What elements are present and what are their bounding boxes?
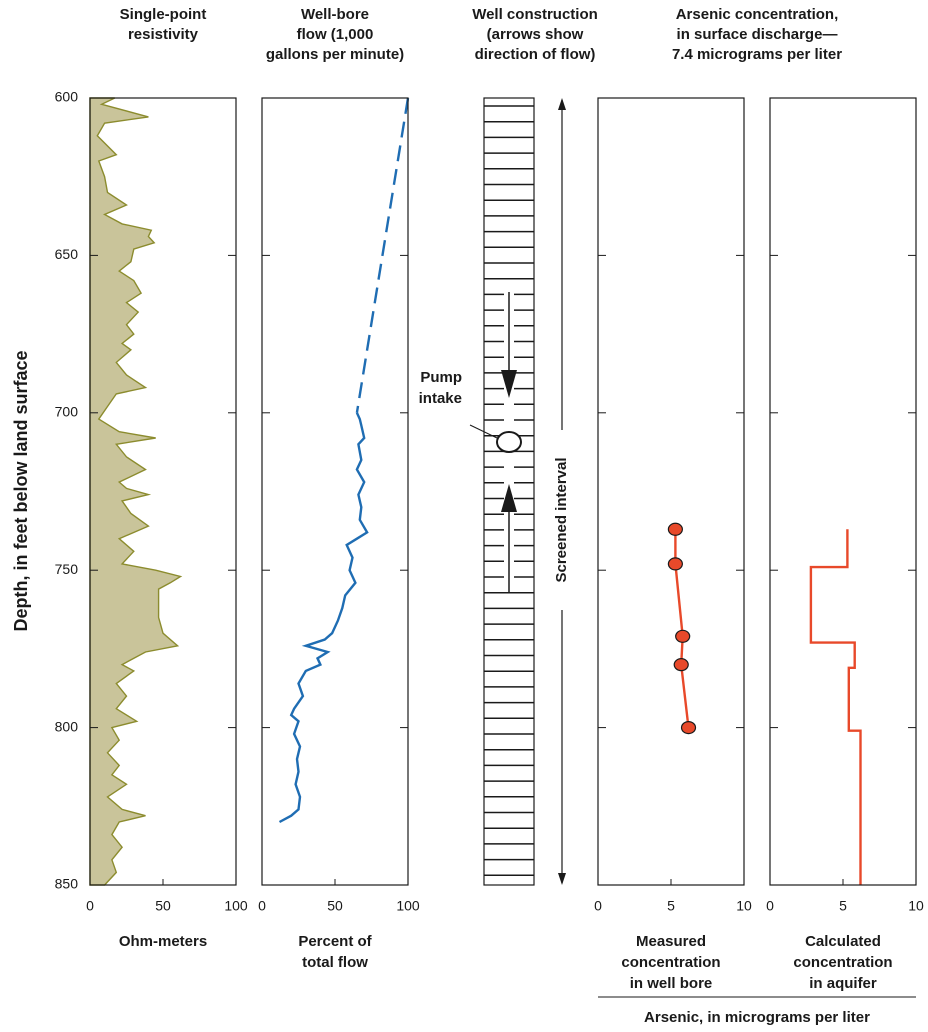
- x-tick-label: 5: [667, 898, 675, 914]
- chart-title: Well-bore: [301, 6, 369, 23]
- x-axis-label: Calculated: [805, 933, 881, 950]
- y-tick-label: 600: [55, 89, 79, 105]
- panel-frame: [597, 97, 745, 886]
- chart-title: in surface discharge—: [677, 26, 838, 43]
- x-tick-label: 0: [594, 898, 602, 914]
- x-tick-label: 10: [908, 898, 924, 914]
- point: [667, 522, 683, 536]
- x-tick-label: 5: [839, 898, 847, 914]
- chart-title: Well construction: [472, 6, 598, 23]
- point: [667, 557, 683, 571]
- x-tick-label: 0: [766, 898, 774, 914]
- panel-frame: [261, 97, 409, 886]
- x-axis-label: in aquifer: [809, 975, 877, 992]
- x-tick-label: 0: [258, 898, 266, 914]
- y-axis-label: Depth, in feet below land surface: [11, 350, 31, 631]
- x-axis-label: in well bore: [630, 975, 713, 992]
- chart-title: flow (1,000: [297, 26, 374, 43]
- y-tick-label: 800: [55, 718, 79, 734]
- chart-title: 7.4 micrograms per liter: [672, 46, 842, 63]
- pump-label: intake: [419, 390, 462, 407]
- y-tick-label: 850: [55, 876, 79, 892]
- well-diagram: Screened interval: [469, 97, 572, 886]
- y-tick-label: 750: [55, 561, 79, 577]
- point: [673, 658, 689, 672]
- x-axis-label: concentration: [793, 954, 892, 971]
- chart-title: resistivity: [128, 26, 199, 43]
- flow-arrowhead: [501, 370, 517, 398]
- series-line: [278, 412, 369, 824]
- point: [680, 720, 697, 735]
- flow-arrowhead: [501, 484, 517, 512]
- panel-frame: [769, 97, 917, 886]
- x-tick-label: 100: [396, 898, 420, 914]
- x-axis-label: concentration: [621, 954, 720, 971]
- x-axis-label: Percent of: [298, 933, 372, 950]
- pump-intake: [496, 431, 522, 453]
- x-axis-label: total flow: [302, 954, 368, 971]
- shared-x-label: Arsenic, in micrograms per liter: [644, 1009, 870, 1026]
- x-tick-label: 50: [327, 898, 343, 914]
- x-tick-label: 100: [224, 898, 248, 914]
- x-axis-label: Ohm-meters: [119, 933, 207, 950]
- x-axis-label: Measured: [636, 933, 706, 950]
- x-tick-label: 0: [86, 898, 94, 914]
- screen-label-bg: [552, 430, 572, 610]
- chart-title: gallons per minute): [266, 46, 404, 63]
- pump-leader: [469, 424, 498, 439]
- series-line: [355, 97, 410, 413]
- series-line: [809, 529, 862, 885]
- y-tick-label: 650: [55, 246, 79, 262]
- point: [675, 629, 691, 643]
- pump-label: Pump: [420, 369, 462, 386]
- y-tick-label: 700: [55, 404, 79, 420]
- x-tick-label: 50: [155, 898, 171, 914]
- chart-title: Single-point: [120, 6, 207, 23]
- resistivity-area: [89, 97, 183, 886]
- chart-title: direction of flow): [475, 46, 596, 63]
- x-tick-label: 10: [736, 898, 752, 914]
- chart-title: (arrows show: [487, 26, 584, 43]
- chart-title: Arsenic concentration,: [676, 6, 839, 23]
- screen-label: Screened interval: [553, 457, 570, 582]
